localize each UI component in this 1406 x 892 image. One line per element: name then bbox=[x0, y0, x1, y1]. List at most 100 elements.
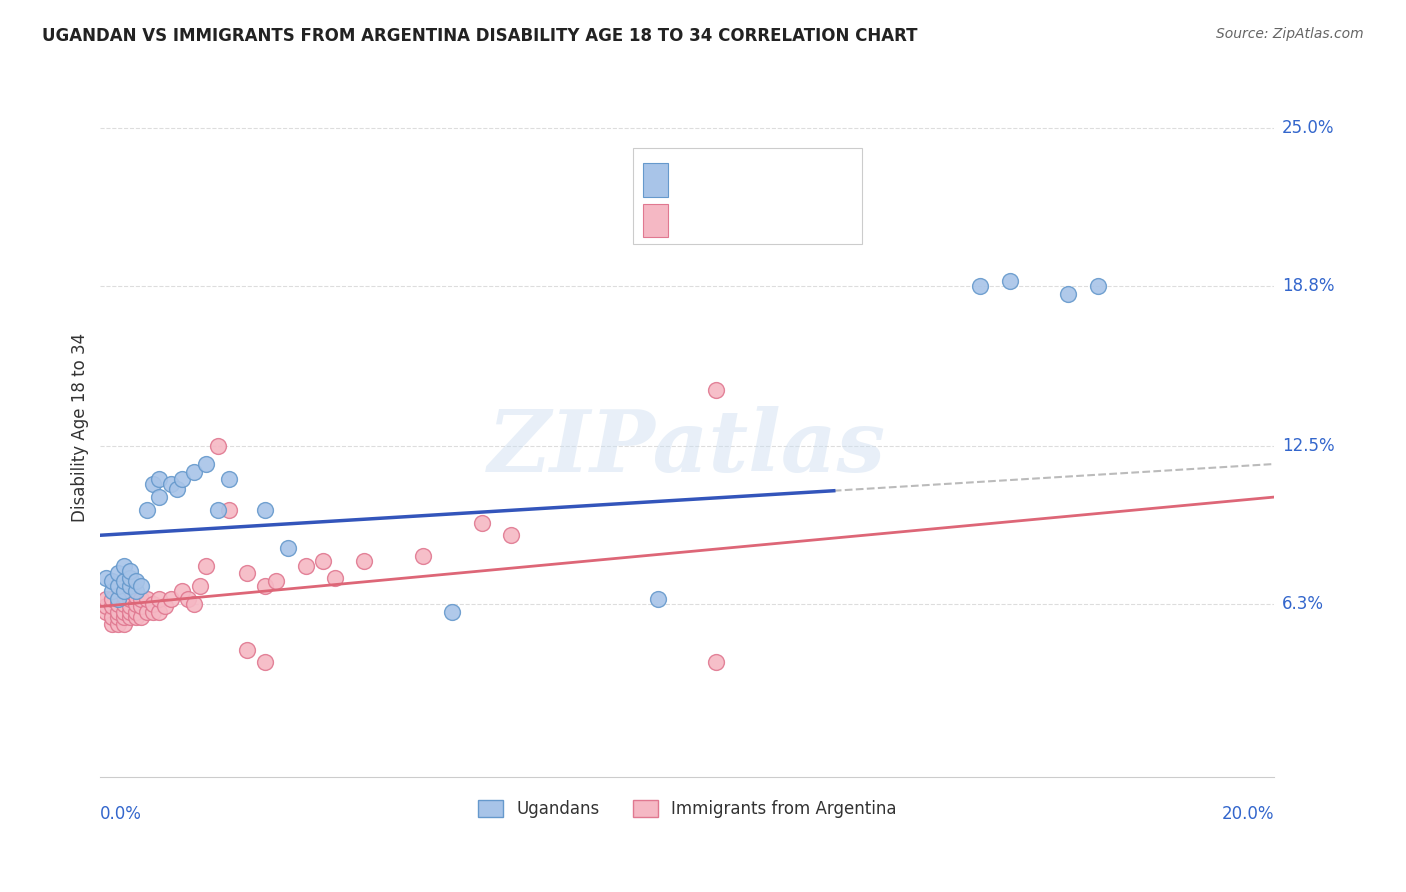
Point bbox=[118, 591, 141, 606]
Point bbox=[142, 605, 165, 619]
Legend: Ugandans, Immigrants from Argentina: Ugandans, Immigrants from Argentina bbox=[471, 793, 903, 824]
Point bbox=[706, 656, 728, 670]
Point bbox=[112, 605, 135, 619]
Point bbox=[148, 591, 170, 606]
Point bbox=[107, 605, 129, 619]
Point bbox=[118, 579, 141, 593]
Point bbox=[118, 572, 141, 586]
Point bbox=[101, 609, 124, 624]
Point bbox=[177, 591, 200, 606]
Text: 0.166: 0.166 bbox=[716, 217, 763, 232]
Text: 18.8%: 18.8% bbox=[1282, 277, 1334, 295]
Point bbox=[218, 503, 240, 517]
Point bbox=[124, 597, 146, 611]
Point bbox=[312, 554, 335, 568]
Text: 6.3%: 6.3% bbox=[1282, 595, 1324, 613]
Text: R =: R = bbox=[679, 217, 713, 232]
Point bbox=[323, 572, 346, 586]
Point bbox=[124, 609, 146, 624]
Point bbox=[412, 549, 434, 563]
Point bbox=[107, 597, 129, 611]
Point bbox=[1057, 286, 1080, 301]
Point bbox=[107, 591, 129, 606]
Point bbox=[499, 528, 522, 542]
Text: ZIPatlas: ZIPatlas bbox=[488, 407, 886, 490]
Point bbox=[253, 579, 276, 593]
Text: 0.070: 0.070 bbox=[716, 177, 763, 192]
Point bbox=[194, 558, 217, 573]
Point bbox=[118, 599, 141, 614]
Point bbox=[969, 279, 991, 293]
Point bbox=[101, 617, 124, 632]
Point bbox=[136, 605, 159, 619]
Point bbox=[136, 591, 159, 606]
Text: Source: ZipAtlas.com: Source: ZipAtlas.com bbox=[1216, 27, 1364, 41]
Point bbox=[112, 609, 135, 624]
Point bbox=[166, 483, 188, 497]
Point bbox=[207, 503, 229, 517]
Point bbox=[101, 584, 124, 599]
Text: 12.5%: 12.5% bbox=[1282, 437, 1334, 455]
Text: 20.0%: 20.0% bbox=[1222, 805, 1274, 822]
Point bbox=[124, 584, 146, 599]
Text: N =: N = bbox=[770, 177, 804, 192]
Point bbox=[131, 579, 153, 593]
Point bbox=[118, 584, 141, 599]
Point bbox=[118, 609, 141, 624]
Point bbox=[253, 503, 276, 517]
Point bbox=[277, 541, 299, 555]
Point bbox=[647, 591, 669, 606]
Point bbox=[131, 609, 153, 624]
Point bbox=[159, 477, 181, 491]
Point bbox=[118, 605, 141, 619]
Text: 58: 58 bbox=[807, 217, 828, 232]
Point bbox=[124, 589, 146, 603]
Point bbox=[136, 503, 159, 517]
Point bbox=[148, 490, 170, 504]
Point bbox=[101, 591, 124, 606]
Text: N =: N = bbox=[770, 217, 804, 232]
Text: R =: R = bbox=[679, 177, 713, 192]
Point bbox=[107, 617, 129, 632]
Y-axis label: Disability Age 18 to 34: Disability Age 18 to 34 bbox=[72, 333, 89, 522]
Point bbox=[112, 589, 135, 603]
Point bbox=[207, 439, 229, 453]
Point bbox=[353, 554, 375, 568]
Point bbox=[441, 605, 464, 619]
Point bbox=[96, 599, 118, 614]
Point bbox=[131, 591, 153, 606]
Point bbox=[142, 597, 165, 611]
Point bbox=[101, 574, 124, 588]
Point bbox=[131, 599, 153, 614]
Point bbox=[253, 656, 276, 670]
Text: 34: 34 bbox=[807, 177, 828, 192]
Point bbox=[112, 574, 135, 588]
Point bbox=[107, 579, 129, 593]
Point bbox=[96, 605, 118, 619]
Point bbox=[112, 597, 135, 611]
Point bbox=[183, 465, 205, 479]
Point bbox=[236, 642, 259, 657]
Point bbox=[96, 591, 118, 606]
Point bbox=[148, 605, 170, 619]
Point bbox=[172, 584, 194, 599]
Point bbox=[159, 591, 181, 606]
Text: UGANDAN VS IMMIGRANTS FROM ARGENTINA DISABILITY AGE 18 TO 34 CORRELATION CHART: UGANDAN VS IMMIGRANTS FROM ARGENTINA DIS… bbox=[42, 27, 918, 45]
Point bbox=[294, 558, 316, 573]
Point bbox=[706, 384, 728, 398]
Point bbox=[124, 605, 146, 619]
Point bbox=[188, 579, 211, 593]
Point bbox=[107, 566, 129, 581]
Point bbox=[734, 172, 756, 186]
Point bbox=[194, 457, 217, 471]
Point bbox=[218, 472, 240, 486]
Point bbox=[471, 516, 494, 530]
Point bbox=[148, 472, 170, 486]
Point bbox=[107, 609, 129, 624]
Point bbox=[1087, 279, 1109, 293]
Point bbox=[266, 574, 288, 588]
Point bbox=[153, 599, 176, 614]
Point bbox=[101, 599, 124, 614]
Point bbox=[112, 617, 135, 632]
Point bbox=[172, 472, 194, 486]
